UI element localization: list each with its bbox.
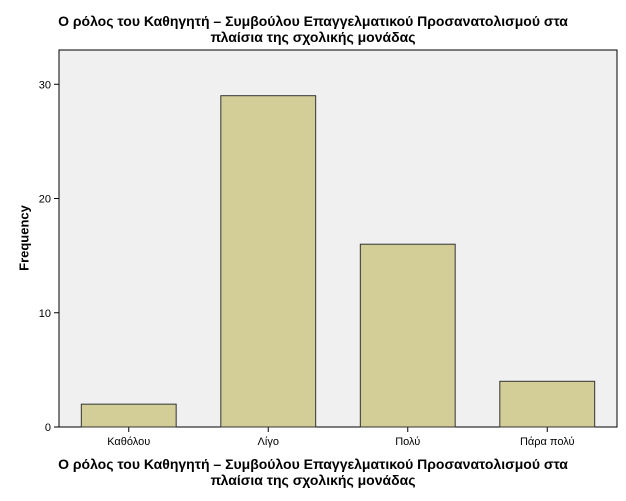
chart-title-line-2: πλαίσια της σχολικής μονάδας [210, 29, 416, 45]
plot-area [58, 49, 618, 428]
bar [80, 403, 177, 428]
x-tick-label: Πολύ [395, 436, 420, 448]
bar [499, 380, 596, 428]
bars [80, 95, 596, 428]
x-axis-title-line-2: πλαίσια της σχολικής μονάδας [210, 472, 416, 488]
y-axis-title: Frequency [16, 205, 32, 271]
bar [220, 95, 317, 428]
bar [359, 243, 456, 428]
y-tick-label: 30 [39, 79, 51, 91]
x-tick-label: Πάρα πολύ [520, 436, 575, 448]
chart-title: Ο ρόλος του Καθηγητή – Συμβούλου Επαγγελ… [0, 13, 626, 45]
y-tick-label: 20 [39, 194, 51, 206]
x-axis-title: Ο ρόλος του Καθηγητή – Συμβούλου Επαγγελ… [0, 456, 626, 488]
chart-title-line-1: Ο ρόλος του Καθηγητή – Συμβούλου Επαγγελ… [58, 13, 568, 29]
y-tick-label: 10 [39, 308, 51, 320]
x-axis: Καθόλου Λίγο Πολύ Πάρα πολύ [107, 427, 575, 448]
x-axis-title-line-1: Ο ρόλος του Καθηγητή – Συμβούλου Επαγγελ… [58, 456, 568, 472]
y-axis: 0 10 20 30 [39, 79, 59, 434]
x-tick-label: Καθόλου [107, 436, 150, 448]
y-tick-label: 0 [45, 422, 51, 434]
x-tick-label: Λίγο [258, 436, 279, 448]
